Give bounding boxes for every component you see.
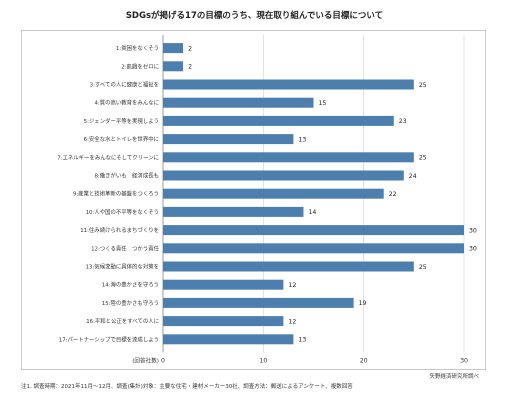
- category-label-17: 17:パートナーシップで目標を達成しよう: [59, 335, 159, 343]
- bar-5: [163, 115, 394, 126]
- category-label-11: 11:住み続けられるまちづくりを: [80, 226, 159, 234]
- value-label-13: 25: [419, 264, 427, 271]
- bar-1: [163, 43, 184, 54]
- category-label-5: 5:ジェンダー平等を実現しよう: [84, 117, 159, 125]
- value-label-4: 15: [319, 100, 327, 107]
- bar-15: [163, 297, 354, 308]
- bar-11: [163, 225, 464, 236]
- x-tick-label-3: 30: [460, 357, 468, 364]
- category-label-4: 4:質の高い教育をみんなに: [94, 99, 159, 107]
- bar-14: [163, 279, 284, 290]
- bar-6: [163, 134, 294, 145]
- bar-12: [163, 243, 464, 254]
- chart-title: SDGsが掲げる17の目標のうち、現在取り組んでいる目標について: [125, 11, 384, 21]
- value-label-17: 13: [298, 337, 306, 344]
- value-label-9: 22: [389, 191, 397, 198]
- bar-16: [163, 316, 284, 327]
- value-label-2: 2: [188, 64, 192, 71]
- value-label-6: 13: [298, 136, 306, 143]
- value-label-10: 14: [308, 209, 316, 216]
- value-label-12: 30: [469, 246, 477, 253]
- survey-note: 注1. 調査時期：2021年11月～12月、調査(集計)対象：主要な住宅・建材メ…: [21, 384, 353, 390]
- value-label-15: 19: [359, 300, 367, 307]
- category-label-2: 2:飢餓をゼロに: [121, 62, 159, 70]
- category-label-16: 16:平和と公正をすべての人に: [86, 317, 159, 325]
- bar-4: [163, 97, 314, 108]
- category-label-14: 14:海の豊かさを守ろう: [102, 281, 159, 289]
- value-label-16: 12: [288, 318, 296, 325]
- bar-3: [163, 79, 414, 90]
- value-label-1: 2: [188, 45, 192, 52]
- category-label-13: 13:気候変動に具体的な対策を: [86, 263, 159, 271]
- x-tick-label-1: 10: [259, 357, 267, 364]
- x-tick-label-2: 20: [360, 357, 368, 364]
- category-label-9: 9:産業と技術革新の基盤をつくろう: [73, 190, 159, 198]
- category-label-7: 7:エネルギーをみんなにそしてクリーンに: [57, 154, 159, 161]
- value-label-7: 25: [419, 155, 427, 162]
- value-label-5: 23: [399, 118, 407, 125]
- value-label-3: 25: [419, 82, 427, 89]
- category-label-10: 10:人や国の不平等をなくそう: [86, 208, 159, 216]
- category-label-1: 1:貧困をなくそう: [116, 44, 159, 52]
- category-label-8: 8:働きがいも 経済成長も: [94, 172, 159, 180]
- category-label-6: 6:安全な水とトイレを世界中に: [84, 135, 159, 143]
- bar-2: [163, 61, 184, 72]
- value-label-14: 12: [288, 282, 296, 289]
- bar-13: [163, 261, 414, 272]
- bar-10: [163, 206, 304, 217]
- category-label-12: 12:つくる責任 つかう責任: [91, 244, 159, 252]
- category-label-15: 15:陸の豊かさも守ろう: [102, 299, 159, 307]
- axis-unit-label: (回答社数): [132, 356, 159, 364]
- bar-9: [163, 188, 384, 199]
- value-label-11: 30: [469, 227, 477, 234]
- value-label-8: 24: [409, 173, 417, 180]
- bar-7: [163, 152, 414, 163]
- bar-17: [163, 334, 294, 345]
- x-tick-label-0: 0: [161, 357, 165, 364]
- source-credit: 矢野経済研究所調べ: [429, 374, 479, 380]
- bar-8: [163, 170, 404, 181]
- category-label-3: 3:すべての人に健康と福祉を: [90, 81, 159, 89]
